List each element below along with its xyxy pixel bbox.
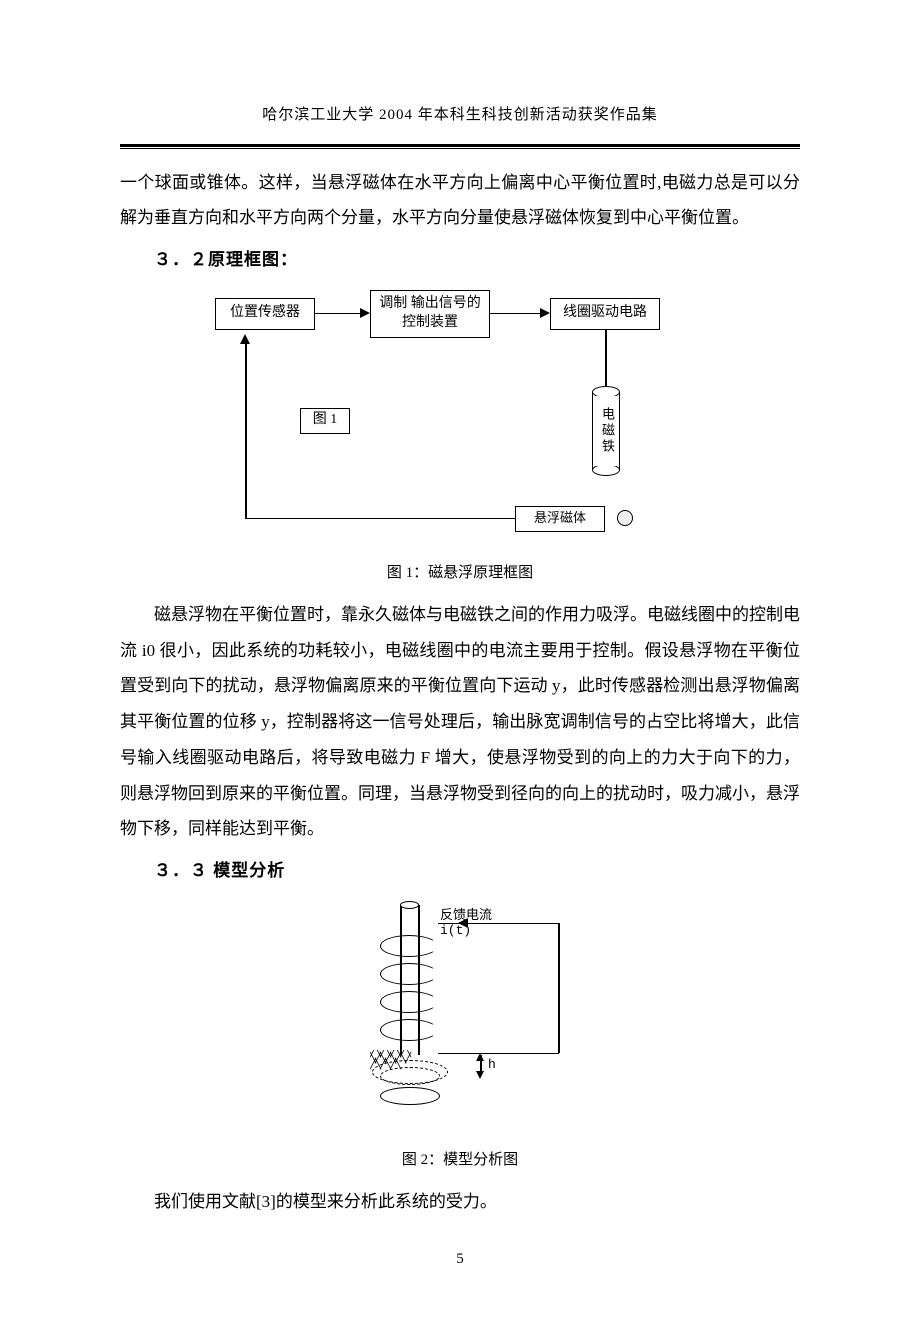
feedback-arrow-up xyxy=(240,334,250,344)
gap-arrow-down xyxy=(476,1071,484,1079)
intro-paragraph: 一个球面或锥体。这样，当悬浮磁体在水平方向上偏离中心平衡位置时,电磁力总是可以分… xyxy=(120,165,800,236)
core-top-cap xyxy=(400,901,419,909)
feedback-line-left xyxy=(245,343,247,519)
coil-loop-2 xyxy=(380,963,438,985)
figure-2-diagram: 反馈电流 i(t) h ╱╲╱╲╱╲╱╲╲╱╲╱╲╱╲╱╱╲╱╲╱╲ xyxy=(310,905,610,1115)
gap-arrow-up xyxy=(476,1053,484,1061)
electromagnet-label: 电磁铁 xyxy=(595,396,617,466)
gap-h-label: h xyxy=(488,1057,496,1073)
section-3-2-heading: ３．２原理框图： xyxy=(120,242,800,278)
coil-loop-1 xyxy=(380,935,438,957)
feedback-label: 反馈电流 i(t) xyxy=(440,907,492,939)
coil-loop-3 xyxy=(380,991,438,1013)
electromagnet-label-text: 电磁铁 xyxy=(600,407,615,455)
sensor-box: 位置传感器 xyxy=(215,298,315,330)
feedback-label-text: 反馈电流 xyxy=(440,907,492,922)
fig1-inline-label-box: 图 1 xyxy=(300,408,350,434)
suspended-ball-icon xyxy=(617,510,633,526)
figure-2-wrap: 反馈电流 i(t) h ╱╲╱╲╱╲╱╲╲╱╲╱╲╱╲╱╱╲╱╲╱╲ xyxy=(120,899,800,1115)
suspended-body-box: 悬浮磁体 xyxy=(515,506,605,532)
figure-1-diagram: 位置传感器 调制 输出信号的控制装置 线圈驱动电路 电磁铁 图 1 悬浮磁体 xyxy=(205,288,715,548)
header-divider xyxy=(120,144,800,149)
figure-2-caption: 图 2：模型分析图 xyxy=(120,1145,800,1177)
arrow-head-1 xyxy=(360,308,370,318)
figure-1-caption: 图 1：磁悬浮原理框图 xyxy=(120,558,800,590)
current-expr-text: i(t) xyxy=(440,923,471,938)
coil-loop-4 xyxy=(380,1019,438,1041)
arrow-line-2 xyxy=(490,313,545,315)
body-paragraph: 磁悬浮物在平衡位置时，靠永久磁体与电磁铁之间的作用力吸浮。电磁线圈中的控制电流 … xyxy=(120,597,800,847)
figure-1-wrap: 位置传感器 调制 输出信号的控制装置 线圈驱动电路 电磁铁 图 1 悬浮磁体 xyxy=(120,288,800,548)
dash-ellipse-2 xyxy=(380,1067,440,1085)
last-paragraph: 我们使用文献[3]的模型来分析此系统的受力。 xyxy=(120,1184,800,1220)
arrow-head-2 xyxy=(540,308,550,318)
page-number: 5 xyxy=(120,1244,800,1276)
driver-box: 线圈驱动电路 xyxy=(550,298,660,330)
line-driver-down xyxy=(605,330,607,388)
page-header: 哈尔滨工业大学 2004 年本科生科技创新活动获奖作品集 xyxy=(120,100,800,132)
controller-box: 调制 输出信号的控制装置 xyxy=(370,290,490,338)
wire-right xyxy=(558,923,560,1053)
object-ellipse xyxy=(380,1087,440,1105)
feedback-line-bottom xyxy=(245,518,515,520)
arrow-line-1 xyxy=(315,313,365,315)
wire-bottom xyxy=(438,1053,559,1055)
section-3-3-heading: ３．３ 模型分析 xyxy=(120,853,800,889)
